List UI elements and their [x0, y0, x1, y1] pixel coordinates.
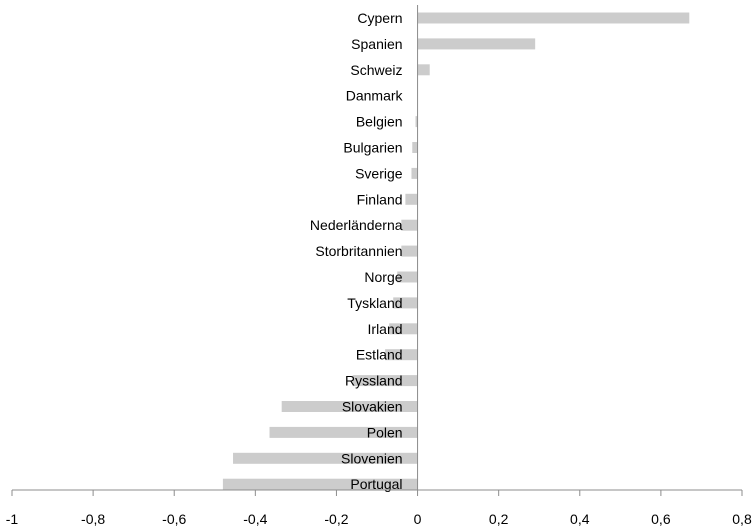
bar-spanien — [417, 38, 536, 50]
x-tick-label: 0 — [414, 511, 422, 527]
category-label: Bulgarien — [343, 140, 402, 156]
bar-finland — [405, 193, 418, 205]
category-label: Danmark — [346, 88, 404, 104]
x-tick-label: 0,2 — [489, 511, 509, 527]
category-label: Belgien — [356, 114, 403, 130]
category-label: Finland — [357, 191, 403, 207]
bar-ryssland — [352, 375, 418, 387]
x-tick-label: -0,6 — [162, 511, 186, 527]
x-tick-label: 0,6 — [651, 511, 671, 527]
bar-sverige — [411, 167, 418, 179]
category-label: Ryssland — [345, 373, 403, 389]
category-label: Nederländerna — [310, 217, 403, 233]
x-tick-label: -0,4 — [243, 511, 267, 527]
category-label: Estland — [356, 347, 403, 363]
category-label: Cypern — [357, 10, 402, 26]
category-label: Portugal — [350, 476, 402, 492]
bars-group — [222, 12, 690, 490]
bar-slovakien — [281, 401, 418, 412]
bar-bulgarien — [412, 142, 418, 153]
x-tick-label: -1 — [6, 511, 19, 527]
bar-cypern — [417, 12, 690, 24]
x-axis: -1 -0,8 -0,6 -0,4 -0,2 0 0,2 0,4 0,6 0,8 — [6, 489, 752, 527]
x-tick-label: -0,8 — [81, 511, 105, 527]
bar-polen — [269, 426, 418, 438]
bar-irland — [389, 323, 418, 335]
bar-tyskland — [393, 297, 418, 309]
bar-nederländerna — [401, 219, 418, 231]
category-label: Tyskland — [347, 295, 402, 311]
category-label: Sverige — [355, 165, 403, 181]
category-label: Slovakien — [342, 399, 403, 415]
category-label: Spanien — [351, 36, 402, 52]
bar-estland — [385, 349, 418, 361]
category-label: Polen — [367, 424, 403, 440]
category-label: Irland — [368, 321, 403, 337]
bar-storbritannien — [401, 245, 418, 257]
category-labels: Cypern Spanien Schweiz Danmark Belgien Bulgar… — [310, 10, 404, 492]
bar-slovenien — [233, 452, 418, 464]
x-tick-label: -0,2 — [324, 511, 348, 527]
bar-belgien — [415, 116, 418, 128]
category-label: Schweiz — [350, 62, 402, 78]
bar-portugal — [222, 478, 418, 490]
category-label: Storbritannien — [315, 243, 402, 259]
x-tick-label: 0,4 — [570, 511, 590, 527]
x-tick-label: 0,8 — [732, 511, 752, 527]
category-label: Slovenien — [341, 450, 403, 466]
bar-schweiz — [417, 64, 430, 76]
bar-norge — [397, 271, 418, 283]
category-label: Norge — [364, 269, 402, 285]
